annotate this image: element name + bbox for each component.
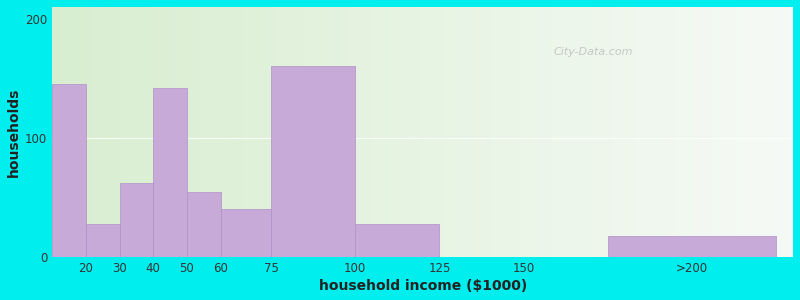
Y-axis label: households: households xyxy=(7,87,21,177)
Bar xyxy=(608,236,776,257)
Bar xyxy=(86,224,119,257)
Bar xyxy=(221,209,271,257)
Text: Multirace residents: Multirace residents xyxy=(317,0,483,1)
Bar xyxy=(52,84,86,257)
Text: City-Data.com: City-Data.com xyxy=(554,47,633,57)
Bar xyxy=(119,183,154,257)
Bar xyxy=(355,224,439,257)
Bar xyxy=(271,67,355,257)
Bar xyxy=(154,88,187,257)
Bar xyxy=(187,191,221,257)
X-axis label: household income ($1000): household income ($1000) xyxy=(318,279,526,293)
